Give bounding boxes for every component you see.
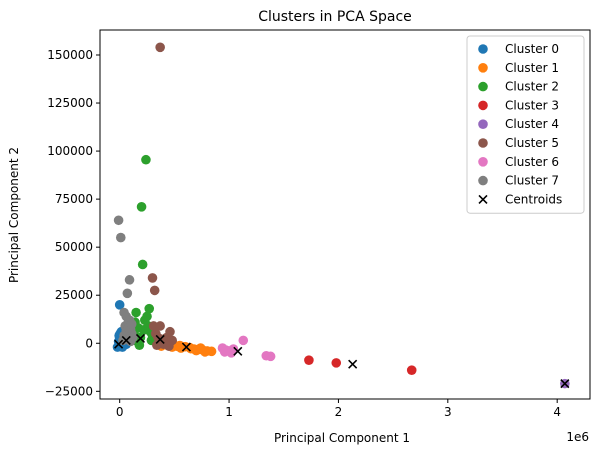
legend-item: Cluster 5 [478,136,559,150]
legend-item: Cluster 6 [478,155,559,169]
y-tick-label: 150000 [47,48,93,62]
legend-marker [478,175,488,186]
data-point [148,321,159,331]
y-tick-label: 75000 [55,192,93,206]
legend-label: Cluster 0 [505,42,559,56]
data-point [406,365,417,375]
legend-item: Cluster 7 [478,174,559,188]
data-point [155,42,165,53]
series-cluster-3 [304,355,417,375]
legend-marker [478,63,488,73]
legend-label: Cluster 4 [505,117,559,131]
legend-item: Cluster 2 [478,80,559,94]
plot-frame [99,29,591,400]
data-point [200,347,210,357]
legend-item: Cluster 4 [478,117,559,131]
data-point [114,300,125,310]
centroid-marker [181,342,191,352]
data-point [131,307,141,318]
series-centroids [114,333,570,389]
data-point [141,154,151,165]
data-point [331,358,342,368]
legend-label: Cluster 6 [505,155,559,169]
y-tick-label: 100000 [47,144,93,158]
legend-item: Cluster 3 [478,98,559,112]
centroid-marker [560,379,570,389]
chart-title: Clusters in PCA Space [258,9,412,25]
x-tick-label: 3 [444,405,452,419]
centroid-marker [121,335,131,345]
y-tick-label: 25000 [55,288,93,302]
x-tick-label: 4 [553,405,561,419]
data-point [113,215,124,226]
x-tick-label: 1 [225,405,233,419]
centroid-marker [233,346,243,356]
centroid-marker [135,333,146,344]
series-cluster-6 [217,335,276,362]
legend-marker [478,100,488,111]
data-point [115,232,126,243]
legend-item: Cluster 1 [478,61,559,75]
data-point [226,348,237,358]
legend-marker [478,157,488,167]
x-axis: 0 1 2 3 4 [116,399,561,419]
data-point [144,303,155,314]
legend-label: Cluster 3 [505,98,559,112]
legend-marker [478,44,488,54]
y-tick-label: 125000 [47,96,93,110]
data-point [155,321,165,331]
legend-label: Cluster 2 [505,80,559,94]
legend-label: Cluster 7 [505,174,559,188]
data-point [124,275,135,285]
x-tick-label: 2 [335,405,343,419]
data-point [136,202,147,212]
legend-marker [478,138,488,148]
y-axis-label: Principal Component 2 [7,147,21,283]
legend-marker [478,81,488,92]
chart-marks [112,42,570,389]
data-point [137,259,148,270]
data-point [165,326,175,337]
centroid-marker [114,339,124,349]
data-point [126,319,137,329]
data-point [304,355,314,365]
legend: Cluster 0 Cluster 1 Cluster 2 Cluster 3 Clus… [466,35,585,214]
data-point [122,288,133,299]
legend-frame [466,35,585,214]
centroid-marker [155,334,165,344]
legend-item: Centroids [478,192,562,206]
x-tick-label: 0 [116,405,124,419]
data-point [238,335,249,346]
legend-marker [478,194,488,204]
legend-label: Cluster 1 [505,61,559,75]
y-axis: −25000 0 25000 50000 75000 100000 125000 150000 [45,48,100,398]
data-point [149,285,160,296]
y-tick-label: 0 [85,336,93,350]
legend-label: Cluster 5 [505,136,559,150]
y-tick-label: −25000 [45,384,93,398]
legend-label: Centroids [505,192,562,206]
y-tick-label: 50000 [55,240,93,254]
data-point [175,340,185,351]
data-point [164,341,174,351]
x-axis-label: Principal Component 1 [274,431,410,445]
legend-item: Cluster 0 [478,42,559,56]
data-point [147,273,158,283]
legend-marker [478,119,488,129]
centroid-marker [348,359,358,369]
data-point [265,351,276,362]
x-axis-offset-label: 1e6 [566,430,589,444]
data-point [142,311,152,322]
